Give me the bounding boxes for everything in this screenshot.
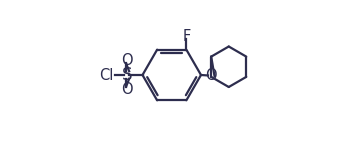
Text: F: F xyxy=(182,29,191,44)
Text: Cl: Cl xyxy=(100,68,114,82)
Text: O: O xyxy=(121,53,132,68)
Text: O: O xyxy=(121,82,132,97)
Text: S: S xyxy=(121,66,132,84)
Text: O: O xyxy=(205,68,217,83)
